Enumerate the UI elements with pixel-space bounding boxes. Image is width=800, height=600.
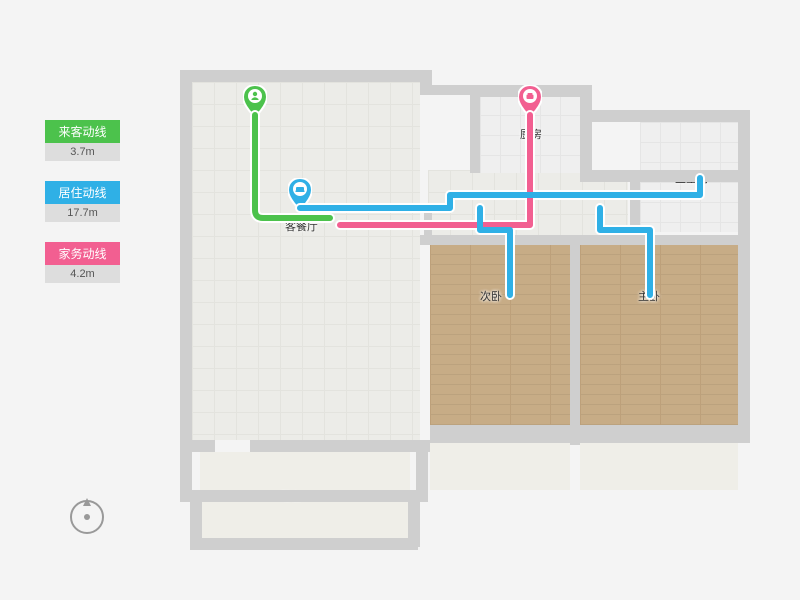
room-bay2	[430, 442, 570, 490]
room-label-bed2: 次卧	[480, 288, 502, 304]
room-label-bed1: 主卧	[638, 288, 660, 304]
wall	[580, 170, 750, 182]
compass-icon	[70, 500, 104, 534]
legend-value: 17.7m	[45, 204, 120, 222]
wall	[180, 440, 215, 452]
legend-item-guest: 来客动线 3.7m	[45, 120, 120, 161]
wall	[630, 170, 640, 238]
legend-title: 来客动线	[45, 120, 120, 143]
room-living	[192, 82, 420, 440]
wall	[420, 235, 750, 245]
wall	[180, 490, 420, 502]
room-bed1	[580, 245, 738, 425]
wall	[190, 538, 418, 550]
wall	[424, 210, 432, 240]
wall	[420, 70, 432, 85]
wall	[408, 495, 420, 547]
marker-chore-icon	[518, 85, 542, 117]
legend-title: 居住动线	[45, 181, 120, 204]
wall	[180, 70, 192, 450]
room-label-kitchen: 厨房	[520, 126, 542, 142]
legend-value: 4.2m	[45, 265, 120, 283]
wall	[416, 450, 428, 502]
wall	[180, 70, 420, 82]
legend: 来客动线 3.7m 居住动线 17.7m 家务动线 4.2m	[45, 120, 120, 303]
wall	[250, 440, 430, 452]
wall	[190, 490, 202, 545]
room-label-living: 客餐厅	[285, 218, 318, 234]
marker-resident-icon	[288, 178, 312, 210]
canvas: 来客动线 3.7m 居住动线 17.7m 家务动线 4.2m 客餐厅厨房卫生间次…	[0, 0, 800, 600]
wall	[580, 85, 592, 175]
legend-item-resident: 居住动线 17.7m	[45, 181, 120, 222]
wall	[430, 425, 750, 443]
wall	[570, 235, 580, 445]
room-bed2	[430, 245, 570, 425]
legend-title: 家务动线	[45, 242, 120, 265]
floorplan: 客餐厅厨房卫生间次卧主卧阳台	[180, 70, 750, 550]
wall	[590, 110, 750, 122]
legend-item-chore: 家务动线 4.2m	[45, 242, 120, 283]
room-bay1	[580, 442, 738, 490]
legend-value: 3.7m	[45, 143, 120, 161]
wall	[420, 85, 470, 95]
wall	[470, 85, 480, 173]
marker-guest-icon	[243, 85, 267, 117]
wall	[738, 170, 750, 430]
